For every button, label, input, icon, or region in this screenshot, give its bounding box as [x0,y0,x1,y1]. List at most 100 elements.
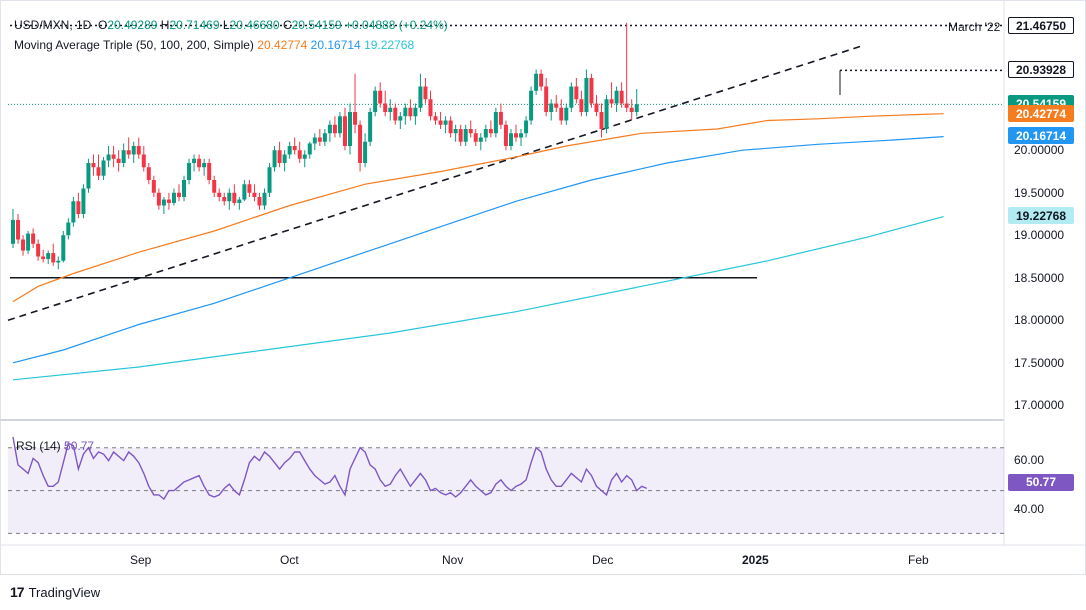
candle-body[interactable] [534,73,539,91]
candle-body[interactable] [373,90,378,112]
candle-body[interactable] [46,253,51,260]
candle-body[interactable] [508,133,513,146]
candle-body[interactable] [202,163,207,168]
candle-body[interactable] [353,112,358,125]
candle-body[interactable] [322,133,327,142]
candle-body[interactable] [101,160,106,176]
candle-body[interactable] [488,129,493,134]
candle-body[interactable] [192,158,197,163]
ascending-trendline[interactable] [7,45,861,322]
candle-body[interactable] [277,150,282,163]
candle-body[interactable] [418,86,423,108]
candle-body[interactable] [539,73,544,87]
candle-body[interactable] [171,192,176,203]
candle-body[interactable] [61,235,66,261]
candle-body[interactable] [483,129,488,138]
candle-body[interactable] [257,197,262,206]
candle-body[interactable] [498,112,503,125]
candle-body[interactable] [121,150,126,163]
candle-body[interactable] [126,150,131,155]
candle-body[interactable] [56,260,61,263]
candle-body[interactable] [16,219,21,240]
candle-body[interactable] [207,163,212,180]
candle-body[interactable] [609,99,614,104]
candle-body[interactable] [614,90,619,104]
candle-body[interactable] [524,120,529,134]
candle-body[interactable] [212,180,217,193]
candle-body[interactable] [26,233,31,251]
candle-body[interactable] [594,103,599,113]
candle-body[interactable] [312,137,317,144]
candle-body[interactable] [282,154,287,164]
candle-body[interactable] [634,104,639,112]
candle-body[interactable] [36,243,41,257]
candle-body[interactable] [332,124,337,134]
candle-body[interactable] [71,201,76,223]
candle-body[interactable] [292,146,297,151]
ma50-line[interactable] [12,113,944,303]
candle-body[interactable] [519,133,524,138]
candle-body[interactable] [136,146,141,155]
candle-body[interactable] [242,184,247,200]
candle-body[interactable] [262,192,267,206]
candle-body[interactable] [222,197,227,202]
candle-body[interactable] [403,107,408,117]
candle-body[interactable] [66,222,71,236]
candle-body[interactable] [493,112,498,134]
candle-body[interactable] [463,129,468,142]
candle-body[interactable] [161,199,166,206]
candle-body[interactable] [227,192,232,202]
candle-body[interactable] [337,116,342,134]
candle-body[interactable] [197,158,202,168]
candle-body[interactable] [514,133,518,138]
candle-body[interactable] [368,112,373,142]
candle-body[interactable] [559,107,564,121]
candle-body[interactable] [358,124,363,163]
candle-body[interactable] [589,78,594,104]
rsi-indicator-label[interactable]: RSI (14) [16,439,61,453]
candle-body[interactable] [473,133,478,142]
candle-body[interactable] [307,143,312,155]
candle-body[interactable] [448,120,453,134]
candle-body[interactable] [363,141,368,163]
candle-body[interactable] [176,192,181,197]
candle-body[interactable] [106,154,111,161]
candle-body[interactable] [182,180,187,197]
candle-body[interactable] [629,107,634,112]
tradingview-brand[interactable]: 17 TradingView [10,584,100,600]
ma100-line[interactable] [12,136,944,364]
candle-body[interactable] [348,112,353,146]
candle-body[interactable] [116,158,121,163]
candle-body[interactable] [96,167,101,176]
candle-body[interactable] [267,167,272,193]
candle-body[interactable] [458,129,463,142]
symbol-label[interactable]: USD/MXN, 1D [14,18,92,32]
candle-body[interactable] [41,256,46,260]
ma200-line[interactable] [12,216,944,381]
candle-body[interactable] [297,150,302,159]
candle-body[interactable] [398,116,403,121]
candle-body[interactable] [232,192,237,203]
candle-body[interactable] [579,99,584,112]
candle-body[interactable] [237,199,242,203]
candle-body[interactable] [423,86,428,100]
candle-body[interactable] [76,201,81,214]
candle-body[interactable] [564,107,569,121]
candle-body[interactable] [247,184,252,193]
candle-body[interactable] [287,146,292,155]
candle-body[interactable] [604,99,609,129]
candle-body[interactable] [217,192,222,197]
candle-body[interactable] [21,239,26,251]
candle-body[interactable] [544,86,549,113]
candle-body[interactable] [317,137,322,142]
candle-body[interactable] [31,233,36,244]
candle-body[interactable] [388,107,393,112]
candle-body[interactable] [187,163,192,180]
candle-body[interactable] [252,192,257,197]
candle-body[interactable] [81,188,86,215]
candle-body[interactable] [433,116,438,121]
candle-body[interactable] [393,107,398,121]
candle-body[interactable] [443,120,448,125]
candle-body[interactable] [272,150,277,168]
